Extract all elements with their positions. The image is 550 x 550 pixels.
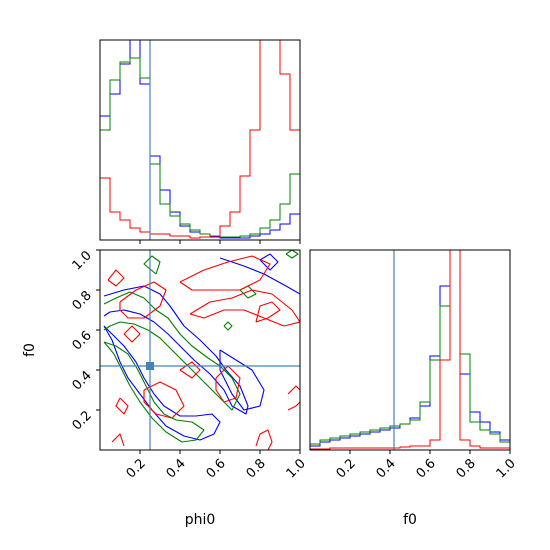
y-axis-label-f0: f0 bbox=[22, 343, 38, 357]
contour-line-series-2 bbox=[103, 341, 205, 443]
histogram-f0-panel: 0.2 0.4 0.6 0.8 1.0 bbox=[309, 249, 519, 481]
contour-line-series-1 bbox=[103, 325, 221, 441]
contour-line-series-2 bbox=[285, 250, 299, 259]
contour-line-series-3 bbox=[123, 325, 141, 343]
contour-line-series-2 bbox=[223, 321, 233, 331]
truth-marker bbox=[146, 362, 154, 370]
x-tick-label: 0.8 bbox=[244, 456, 269, 481]
contour-line-series-1 bbox=[103, 285, 249, 415]
y-tick-label: 0.4 bbox=[70, 368, 95, 393]
contour-panel: 0.2 0.4 0.6 0.8 1.0 0.2 0.4 0.6 0.8 1.0 bbox=[70, 248, 309, 481]
x-tick-label: 0.8 bbox=[454, 456, 479, 481]
histogram-series-2 bbox=[310, 250, 510, 445]
x-tick-label: 0.2 bbox=[124, 456, 149, 481]
contour-line-series-1 bbox=[219, 349, 265, 411]
x-tick-label: 1.0 bbox=[284, 456, 309, 481]
x-tick-label: 0.6 bbox=[414, 456, 439, 481]
contour-line-series-3 bbox=[287, 401, 300, 411]
contour-line-series-3 bbox=[115, 397, 129, 415]
contour-line-series-3 bbox=[179, 361, 201, 379]
contour-line-series-2 bbox=[143, 255, 161, 275]
y-tick-label: 1.0 bbox=[70, 248, 95, 273]
histogram-phi0-panel bbox=[99, 39, 301, 244]
x-tick-label: 0.2 bbox=[334, 456, 359, 481]
contour-line-series-3 bbox=[107, 269, 125, 287]
contour-line-series-3 bbox=[287, 385, 300, 395]
x-tick-label: 0.4 bbox=[164, 456, 189, 481]
histogram-series-2 bbox=[100, 57, 300, 238]
contour-line-series-3 bbox=[143, 381, 185, 419]
x-axis-label-phi0: phi0 bbox=[185, 512, 216, 528]
x-tick-label: 0.6 bbox=[204, 456, 229, 481]
histogram-series-1 bbox=[310, 250, 510, 447]
contour-line-series-3 bbox=[255, 429, 273, 450]
contour-line-series-3 bbox=[111, 433, 125, 447]
contour-line-series-3 bbox=[119, 281, 167, 319]
contour-line-series-1 bbox=[259, 253, 279, 271]
histogram-series-3 bbox=[100, 40, 300, 239]
histogram-series-1 bbox=[100, 40, 300, 239]
contour-line-series-2 bbox=[103, 291, 241, 411]
y-tick-label: 0.6 bbox=[70, 328, 95, 353]
contour-line-series-3 bbox=[215, 365, 241, 403]
contour-line-series-1 bbox=[219, 257, 300, 295]
panel-frame bbox=[99, 249, 301, 451]
x-axis-label-f0: f0 bbox=[403, 512, 417, 528]
x-tick-label: 1.0 bbox=[494, 456, 519, 481]
contour-line-series-3 bbox=[189, 289, 300, 327]
panel-frame bbox=[309, 249, 511, 451]
histogram-series-3 bbox=[310, 250, 510, 450]
contour-line-series-3 bbox=[255, 301, 281, 323]
x-tick-label: 0.4 bbox=[374, 456, 399, 481]
panel-frame bbox=[99, 39, 301, 241]
y-tick-label: 0.2 bbox=[70, 408, 95, 433]
contour-line-series-3 bbox=[179, 255, 271, 291]
y-tick-label: 0.8 bbox=[70, 288, 95, 313]
